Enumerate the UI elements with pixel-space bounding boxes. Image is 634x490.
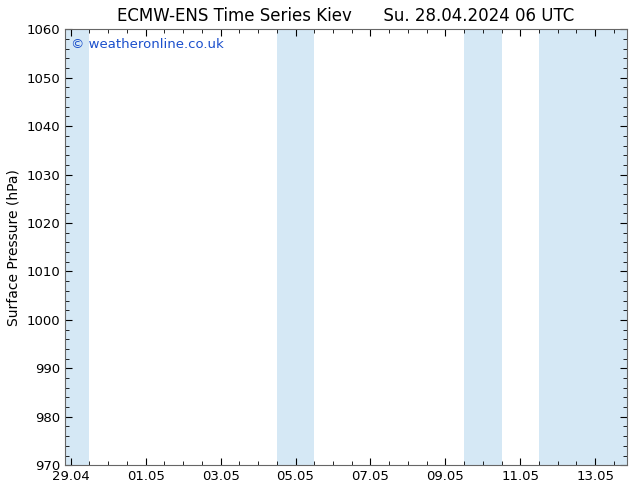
Y-axis label: Surface Pressure (hPa): Surface Pressure (hPa)	[7, 169, 21, 326]
Text: © weatheronline.co.uk: © weatheronline.co.uk	[71, 38, 223, 51]
Bar	[277, 29, 314, 465]
Bar	[539, 29, 627, 465]
Title: ECMW-ENS Time Series Kiev      Su. 28.04.2024 06 UTC: ECMW-ENS Time Series Kiev Su. 28.04.2024…	[117, 7, 574, 25]
Bar	[464, 29, 501, 465]
Bar	[65, 29, 89, 465]
